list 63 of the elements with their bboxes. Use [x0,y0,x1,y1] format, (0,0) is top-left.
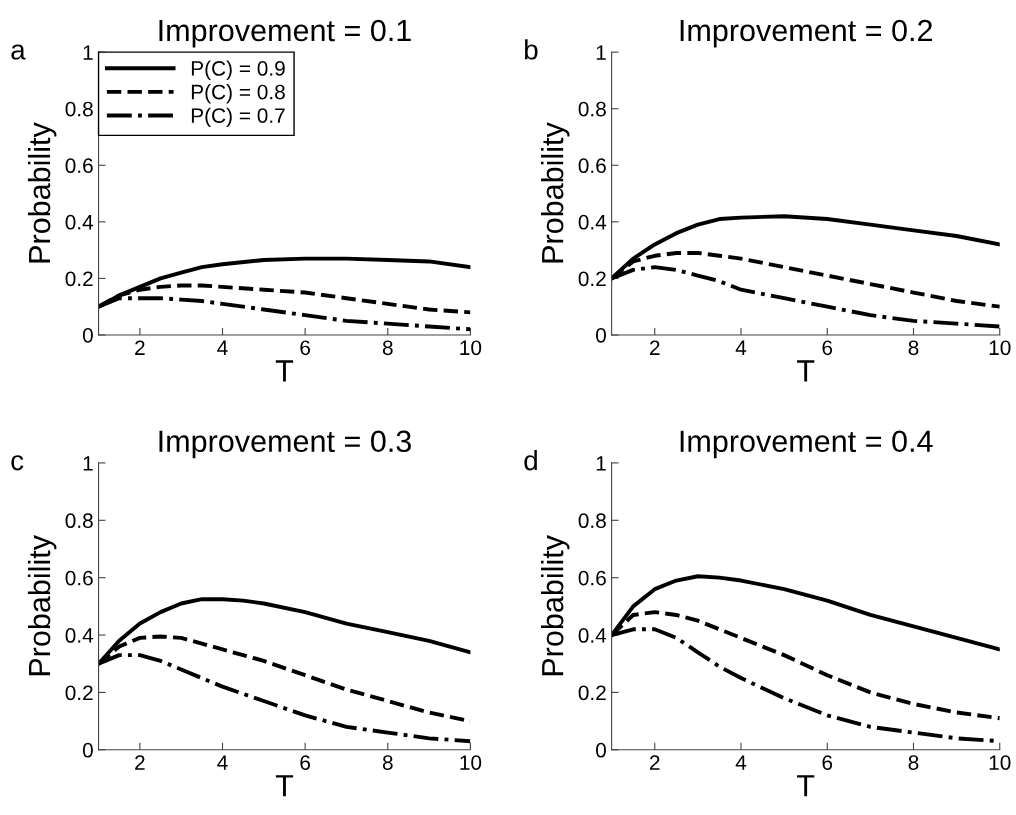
y-tick-label: 0.4 [65,214,94,230]
x-tick-label: 10 [989,340,1011,356]
y-tick-label: 0.6 [65,570,93,586]
y-tick-label: 0.8 [65,513,93,529]
x-axis-title: T [797,775,815,797]
y-tick-label: 0.2 [578,271,606,287]
x-tick-label: 2 [135,340,145,355]
y-tick-label: 0.4 [578,214,607,230]
text: b [525,39,538,60]
x-tick-label: 6 [822,755,833,770]
y-tick-label: 0.8 [578,513,606,529]
y-tick-label: 0 [596,742,606,758]
legend-label: P(C) = 0.8 [191,84,285,104]
x-tick-label: 4 [217,755,228,770]
y-tick-label: 1 [83,45,93,60]
x-tick-label: 2 [650,755,660,770]
legend-label: P(C) = 0.7 [191,107,285,128]
y-axis-title: Probability [27,122,57,263]
x-axis-title: T [797,360,815,382]
y-tick-label: 1 [83,456,93,471]
y-tick-label: 0.2 [65,685,93,701]
chart-title: Improvement = 0.2 [680,19,932,48]
y-tick-label: 0.4 [578,628,607,643]
y-tick-label: 0 [596,327,606,343]
x-tick-label: 2 [650,340,660,355]
chart-title: Improvement = 0.3 [159,430,411,459]
y-tick-label: 0 [82,327,93,343]
x-tick-label: 6 [300,340,311,356]
x-tick-label: 10 [989,755,1011,770]
text: a [11,44,26,60]
y-tick-label: 0.2 [65,271,93,287]
y-axis-title: Probability [27,535,57,676]
x-tick-label: 4 [735,340,747,355]
chart-title: Improvement = 0.4 [680,430,933,459]
x-tick-label: 10 [460,755,482,770]
x-tick-label: 8 [382,755,393,770]
chart-title: Improvement = 0.1 [159,19,411,48]
x-tick-label: 4 [735,755,747,770]
x-tick-label: 6 [822,340,833,356]
y-tick-label: 1 [596,456,606,471]
x-tick-label: 4 [217,340,228,355]
y-tick-label: 0.6 [578,570,606,586]
y-tick-label: 0.6 [578,158,606,174]
y-tick-label: 0.6 [65,158,93,174]
x-tick-label: 2 [135,755,145,770]
y-axis-title: Probability [541,122,570,263]
x-axis-title: T [275,775,294,797]
y-axis-title: Probability [541,535,570,676]
y-tick-label: 0.4 [65,628,94,643]
y-tick-label: 0.2 [578,685,606,701]
y-tick-label: 0.8 [578,101,606,117]
text: d [524,449,537,471]
text: c [11,455,24,471]
y-tick-label: 1 [596,45,606,60]
x-tick-label: 8 [382,340,393,356]
legend-label: P(C) = 0.9 [191,60,285,80]
y-tick-label: 0.8 [65,101,93,117]
x-tick-label: 10 [460,340,482,356]
x-tick-label: 8 [908,340,919,356]
x-tick-label: 6 [300,755,311,770]
x-axis-title: T [275,360,294,382]
y-tick-label: 0 [82,742,93,758]
x-tick-label: 8 [908,755,919,770]
